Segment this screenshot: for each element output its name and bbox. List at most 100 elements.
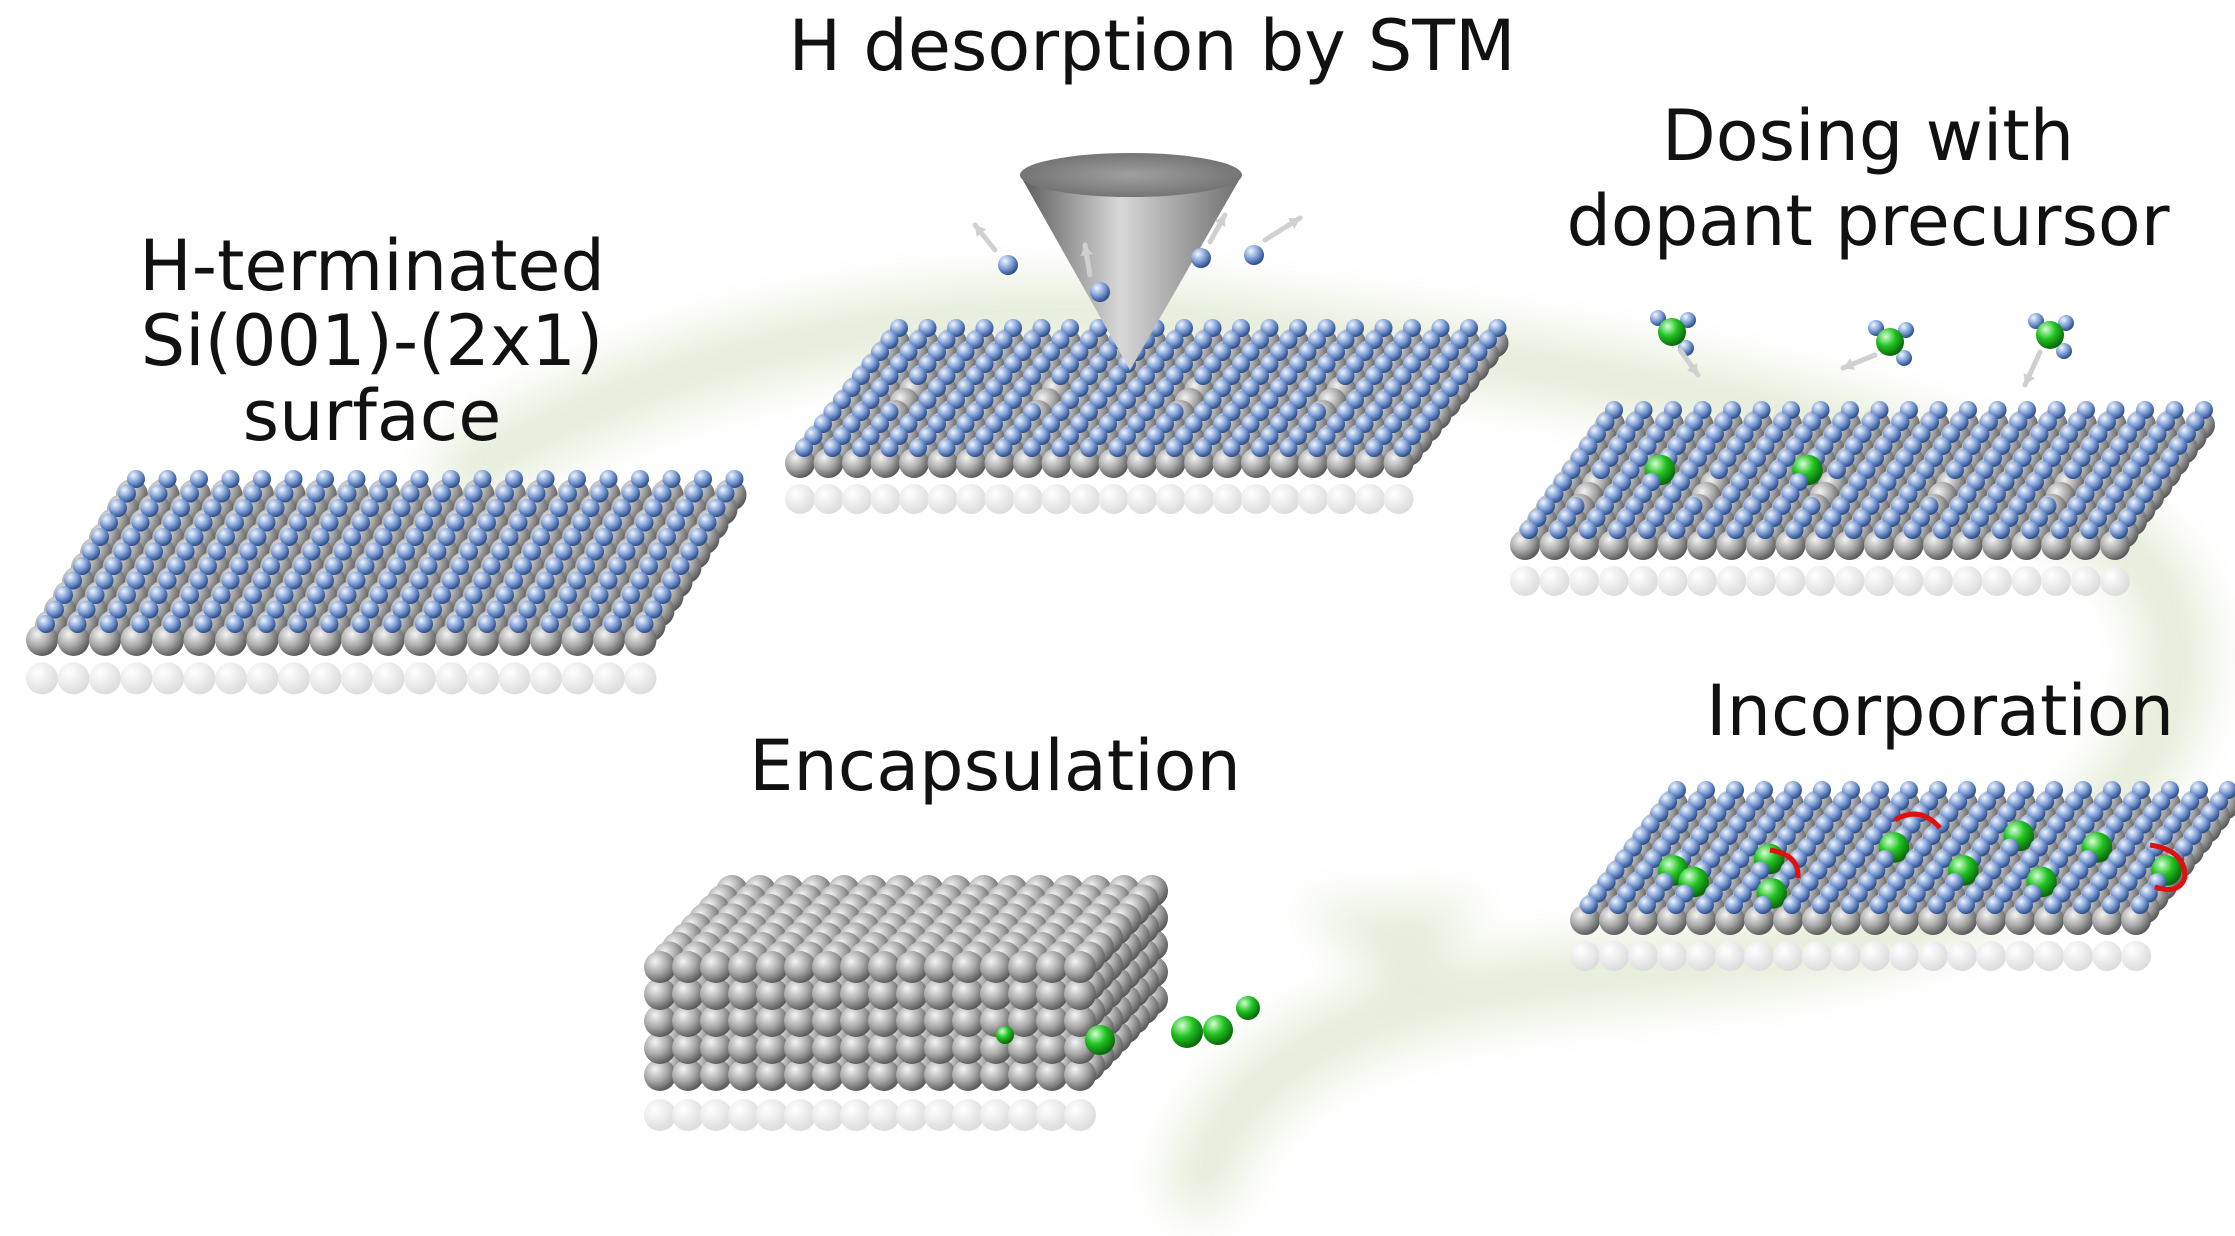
reflection-atom: [1860, 941, 1890, 971]
h-atom: [370, 586, 388, 604]
h-atom: [487, 600, 505, 619]
si-atom: [812, 1032, 844, 1064]
h-atom: [518, 600, 537, 619]
h-atom: [1317, 355, 1336, 373]
h-atom: [1638, 896, 1656, 914]
h-atom: [966, 367, 984, 385]
h-atom: [1870, 896, 1888, 914]
h-atom: [1191, 248, 1211, 268]
h-atom: [410, 571, 429, 590]
h-atom: [1004, 427, 1022, 445]
h-atom: [1422, 331, 1440, 349]
h-atom: [419, 557, 438, 575]
h-atom: [2131, 896, 2149, 914]
reflection-atom: [593, 662, 625, 695]
h-atom: [1146, 427, 1165, 445]
h-atom: [1592, 461, 1610, 479]
reflection-atom: [183, 662, 216, 695]
si-atom: [924, 951, 956, 983]
h-atom: [1194, 367, 1212, 385]
h-atom: [1251, 403, 1269, 421]
h-atom: [1232, 319, 1250, 337]
si-atom: [812, 1005, 844, 1037]
h-atom: [622, 484, 640, 503]
reflection-atom: [1918, 941, 1948, 971]
si-atom: [784, 1032, 816, 1064]
h-atom: [406, 528, 424, 546]
h-atom: [1441, 343, 1459, 361]
h-atom: [1099, 415, 1117, 433]
h-atom: [2056, 343, 2072, 359]
h-atom: [1080, 403, 1098, 421]
h-atom: [1251, 367, 1269, 385]
reflection-atom: [1893, 566, 1924, 596]
si-atom: [952, 1005, 984, 1037]
h-atom: [644, 499, 663, 517]
h-atom: [890, 427, 908, 445]
h-atom: [284, 470, 303, 488]
h-atom: [909, 331, 927, 349]
reflection-atom: [927, 484, 958, 514]
h-atom: [1089, 319, 1108, 337]
h-atom: [1549, 521, 1568, 539]
h-atom: [275, 484, 294, 503]
reflection-atom: [1834, 566, 1865, 596]
h-atom: [852, 367, 870, 385]
reflection-atom: [1657, 941, 1687, 971]
h-atom: [338, 484, 357, 503]
h-atom: [833, 427, 851, 445]
h-atom: [1327, 415, 1345, 433]
h-atom: [1374, 355, 1393, 373]
h-atom: [937, 403, 956, 421]
h-atom: [1393, 403, 1412, 421]
h-atom: [118, 586, 136, 604]
h-atom: [2064, 461, 2082, 479]
si-atom: [756, 978, 788, 1010]
h-atom: [212, 586, 231, 604]
reflection-atom: [984, 484, 1015, 514]
h-atom: [994, 331, 1013, 349]
h-atom: [190, 470, 208, 488]
h-atom: [1710, 461, 1728, 479]
h-atom: [1412, 379, 1431, 397]
si-atom: [980, 951, 1012, 983]
h-atom: [1422, 367, 1440, 385]
h-atom: [1898, 322, 1914, 338]
h-atom: [329, 499, 348, 517]
h-atom: [909, 403, 927, 421]
h-atom: [1928, 896, 1946, 914]
h-atom: [1013, 343, 1032, 361]
h-atom: [2028, 313, 2044, 329]
h-atom: [221, 571, 240, 590]
reflection-atom: [1008, 1099, 1040, 1131]
label-dosing-2: dopant precursor: [1566, 180, 2169, 262]
h-atom: [1156, 343, 1174, 361]
h-atom: [464, 586, 483, 604]
h-atom: [861, 355, 880, 373]
h-atom: [572, 513, 591, 532]
h-atom: [1146, 355, 1165, 373]
h-atom: [966, 439, 984, 457]
h-atom: [289, 615, 307, 633]
h-atom: [1042, 415, 1060, 433]
h-atom: [1279, 367, 1298, 385]
h-atom: [307, 586, 325, 604]
h-atom: [947, 391, 965, 409]
h-atom: [975, 319, 994, 337]
h-atom: [1726, 521, 1745, 539]
h-atom: [275, 586, 294, 604]
reflection-atom: [89, 662, 121, 695]
reflection-atom: [952, 1099, 984, 1131]
reflection-atom: [1036, 1099, 1068, 1131]
bond-arcs: [1769, 811, 2188, 892]
si-atom: [924, 1059, 956, 1091]
h-atom: [361, 499, 379, 517]
h-atom: [1783, 896, 1801, 914]
reflection-atom: [1070, 484, 1100, 514]
h-atom: [716, 484, 735, 503]
h-atom: [536, 571, 555, 590]
h-atom: [100, 615, 118, 633]
h-atom: [509, 513, 528, 532]
h-atom: [473, 470, 492, 488]
h-atom: [918, 355, 937, 373]
